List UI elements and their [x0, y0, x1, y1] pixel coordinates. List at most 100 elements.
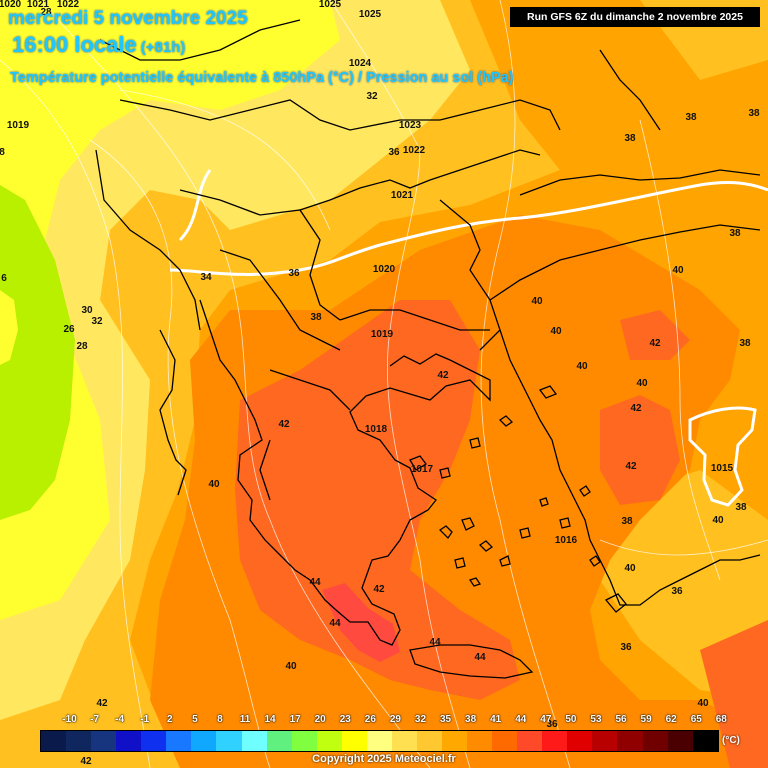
legend-value: 35 [439, 714, 452, 725]
isotherm-label: 40 [636, 378, 648, 389]
legend-value: 38 [465, 714, 477, 725]
isobar-label: 1024 [349, 58, 372, 69]
isotherm-label: 38 [748, 108, 760, 119]
copyright: Copyright 2025 Meteociel.fr [312, 753, 456, 765]
isobar-label: 1025 [359, 9, 382, 20]
forecast-lead: (+81h) [140, 39, 186, 56]
legend-value: 14 [264, 714, 276, 725]
forecast-time-text: 16:00 locale [12, 32, 137, 57]
legend-value: 47 [540, 714, 552, 725]
model-run-label: Run GFS 6Z du dimanche 2 novembre 2025 [510, 7, 760, 27]
isotherm-label: 36 [288, 268, 300, 279]
legend-swatch [316, 731, 342, 751]
isobar-label: 1022 [57, 0, 80, 10]
isotherm-label: 40 [208, 479, 220, 490]
legend-value: 17 [289, 714, 301, 725]
legend-value: 44 [515, 714, 527, 725]
temp-band-30-inner [0, 290, 18, 365]
forecast-parameter: Température potentielle équivalente à 85… [10, 70, 514, 86]
forecast-time: 16:00 locale (+81h) [12, 32, 185, 58]
isotherm-label: 34 [200, 272, 212, 283]
isobar-label: 1020 [373, 264, 396, 275]
isotherm-label: 36 [671, 586, 683, 597]
legend-swatch [692, 731, 718, 751]
legend-value: 29 [389, 714, 401, 725]
isotherm-label: 42 [96, 698, 108, 709]
isotherm-label: 42 [630, 403, 642, 414]
isotherm-label: 38 [739, 338, 751, 349]
legend-swatch [91, 731, 117, 751]
legend-swatch [266, 731, 292, 751]
legend-unit: (°C) [722, 735, 740, 746]
isobar-label: 1021 [391, 190, 414, 201]
isotherm-label: 42 [278, 419, 290, 430]
legend-value: -10 [62, 714, 77, 725]
legend-value: 50 [565, 714, 577, 725]
legend-value: 20 [314, 714, 326, 725]
legend-swatch [116, 731, 142, 751]
isotherm-label: 8 [0, 147, 5, 158]
isobar-label: 1018 [365, 424, 388, 435]
legend-swatch [41, 731, 67, 751]
isotherm-label: 36 [546, 719, 558, 730]
isotherm-label: 30 [81, 305, 93, 316]
legend-value: -1 [140, 714, 150, 725]
legend-value: 8 [217, 714, 223, 725]
isobar-label: 1023 [399, 120, 422, 131]
legend-swatch [442, 731, 468, 751]
isotherm-label: 38 [685, 112, 697, 123]
isotherm-label: 40 [672, 265, 684, 276]
legend-swatch [542, 731, 568, 751]
isotherm-label: 26 [63, 324, 75, 335]
isotherm-label: 40 [550, 326, 562, 337]
isotherm-label: 38 [310, 312, 322, 323]
isotherm-label: 44 [474, 652, 486, 663]
isobar-label: 1017 [411, 464, 434, 475]
legend-swatch [467, 731, 493, 751]
isotherm-label: 40 [576, 361, 588, 372]
legend-swatch [617, 731, 643, 751]
legend-value: 2 [166, 714, 173, 725]
isotherm-label: 44 [429, 637, 441, 648]
legend-swatch [567, 731, 593, 751]
legend-swatch [141, 731, 167, 751]
isobar-label: 1019 [371, 329, 394, 340]
legend-value: 11 [239, 714, 251, 725]
isotherm-label: 40 [697, 698, 709, 709]
isotherm-label: 28 [76, 341, 88, 352]
temp-band-32 [0, 0, 470, 720]
isobar-label: 1025 [319, 0, 342, 10]
legend-swatch [642, 731, 668, 751]
isobar-label: 1022 [403, 145, 426, 156]
isotherm-label: 42 [625, 461, 637, 472]
isotherm-label: 38 [624, 133, 636, 144]
isotherm-label: 40 [712, 515, 724, 526]
isotherm-label: 38 [621, 516, 633, 527]
isotherm-label: 42 [80, 756, 92, 767]
legend-swatch [366, 731, 392, 751]
legend-color-bar [40, 730, 719, 752]
legend-swatch [667, 731, 693, 751]
legend-swatch [391, 731, 417, 751]
legend-swatch [191, 731, 217, 751]
legend-value: 59 [640, 714, 652, 725]
isotherm-label: 6 [1, 273, 7, 284]
legend-swatch [166, 731, 192, 751]
isotherm-label: 32 [91, 316, 103, 327]
legend-value: 26 [364, 714, 376, 725]
isotherm-label: 42 [437, 370, 449, 381]
legend-swatch [517, 731, 543, 751]
legend-swatch [66, 731, 92, 751]
isotherm-label: 42 [373, 584, 385, 595]
isobar-label: 1019 [7, 120, 30, 131]
legend-value: 62 [665, 714, 677, 725]
legend-value: 23 [339, 714, 351, 725]
legend-swatch [492, 731, 518, 751]
legend-labels: -10 -7 -4 -1 2 5 8 11 14 17 20 23 26 29 32 35 38 41 44 47 50… [40, 712, 727, 728]
isotherm-label: 38 [735, 502, 747, 513]
legend-value: 53 [590, 714, 602, 725]
legend-swatch [291, 731, 317, 751]
isotherm-label: 32 [366, 91, 378, 102]
isobar-label: 1015 [711, 463, 734, 474]
